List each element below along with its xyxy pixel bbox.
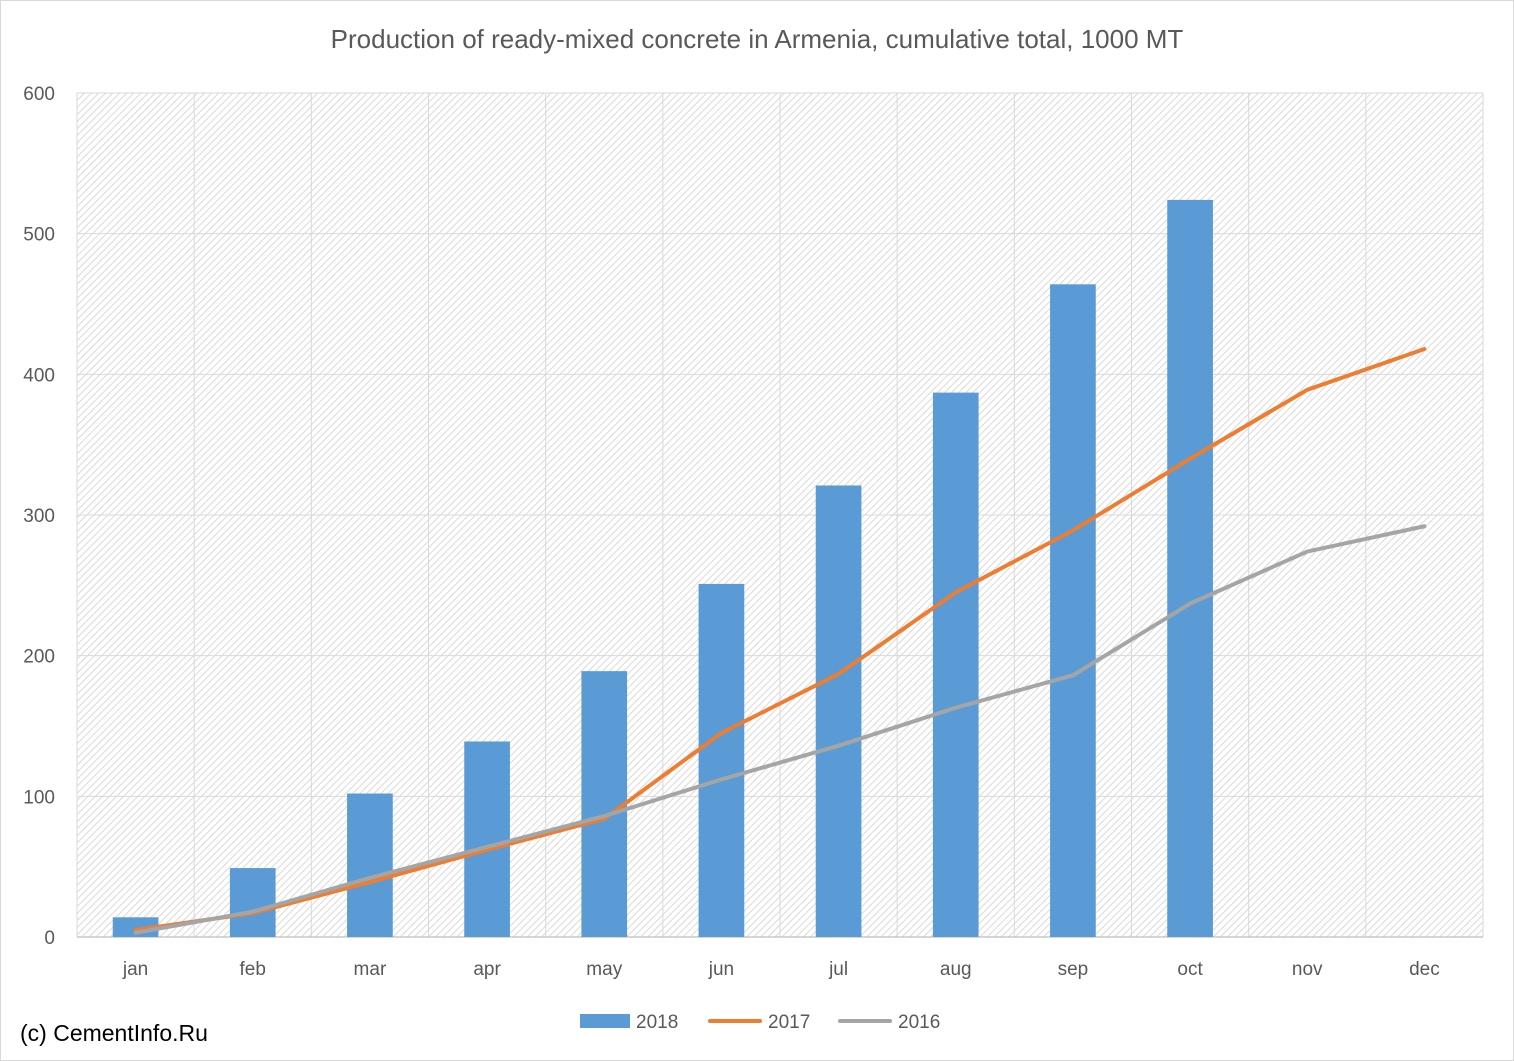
x-tick-label: may (586, 959, 622, 980)
line-series (133, 347, 1427, 935)
bar-2018 (1167, 199, 1213, 937)
x-tick-label: jan (122, 959, 148, 980)
x-tick-label: apr (473, 959, 501, 980)
legend-label-2016: 2016 (898, 1012, 940, 1033)
bar-2018 (815, 485, 862, 937)
y-tick-label: 600 (23, 84, 55, 105)
y-tick-label: 400 (23, 365, 55, 386)
x-tick-label: nov (1292, 959, 1323, 980)
x-tick-label: mar (354, 959, 387, 980)
y-tick-label: 100 (23, 787, 55, 808)
y-tick-label: 300 (23, 506, 55, 527)
x-tick-label: feb (240, 959, 266, 980)
copyright-text: (c) CementInfo.Ru (20, 1020, 208, 1046)
x-tick-label: jul (828, 959, 848, 980)
legend-label-2017: 2017 (768, 1012, 810, 1033)
bar-2018 (698, 583, 745, 937)
legend-swatch-2018 (580, 1014, 630, 1028)
x-tick-label: sep (1058, 959, 1089, 980)
bar-series (112, 199, 1213, 938)
y-tick-label: 500 (23, 225, 55, 246)
x-tick-label: oct (1177, 959, 1203, 980)
legend-label-2018: 2018 (636, 1012, 678, 1033)
y-tick-label: 0 (44, 928, 55, 949)
bar-2018 (229, 868, 276, 937)
bar-2018 (1050, 284, 1096, 938)
bar-2018 (932, 392, 979, 937)
bar-2018 (581, 671, 628, 937)
bar-2018 (464, 741, 510, 937)
grid-lines (76, 92, 1484, 938)
line-2017 (133, 347, 1427, 932)
line-2016 (133, 524, 1427, 935)
chart-title: Production of ready-mixed concrete in Ar… (330, 24, 1184, 54)
bar-2018 (347, 793, 393, 937)
x-tick-label: dec (1409, 959, 1440, 980)
x-tick-label: jun (708, 959, 734, 980)
x-tick-label: aug (940, 959, 972, 980)
axis-labels: 0 100 200 300 400 500 600 jan feb mar apr may jun jul… (23, 84, 1439, 980)
y-tick-label: 200 (23, 647, 55, 668)
legend: 2018 2017 2016 (580, 1012, 940, 1033)
